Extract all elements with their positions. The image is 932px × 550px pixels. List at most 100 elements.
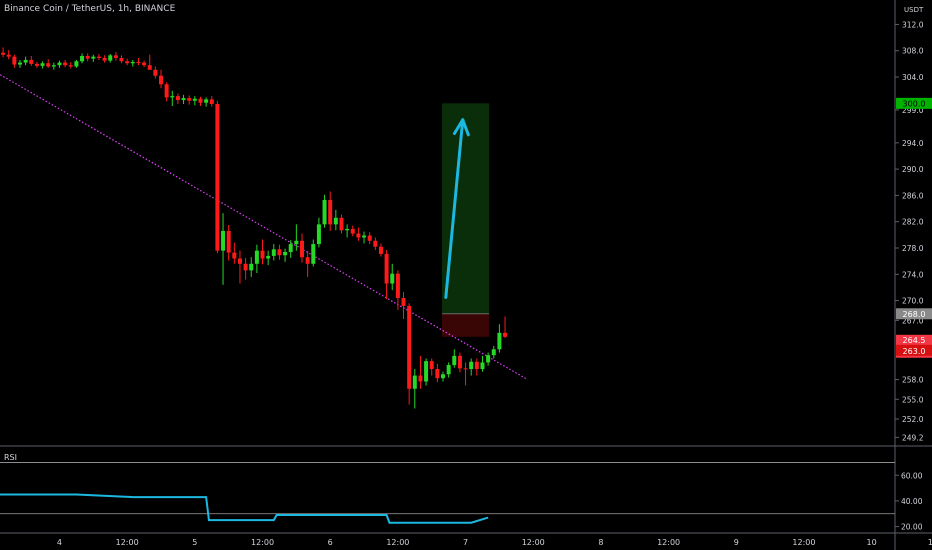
candle xyxy=(266,250,271,266)
stop-zone xyxy=(442,313,490,337)
price-tick-label: 270.0 xyxy=(902,297,924,306)
candle-body xyxy=(401,297,406,306)
candle xyxy=(424,358,429,386)
candle-body xyxy=(311,244,316,264)
candle-body xyxy=(412,375,417,389)
candle-body xyxy=(23,59,28,63)
candle xyxy=(407,303,412,405)
candle-body xyxy=(153,69,158,76)
candle xyxy=(322,194,327,228)
candle xyxy=(350,225,355,237)
candle-body xyxy=(497,332,502,350)
time-tick-label: 12:00 xyxy=(251,538,274,547)
candle xyxy=(497,324,502,353)
time-tick-label: 7 xyxy=(463,538,468,547)
candle-body xyxy=(418,375,423,382)
candle-body xyxy=(441,374,445,379)
candle xyxy=(283,248,288,262)
candle-body xyxy=(300,240,304,258)
candle-body xyxy=(429,361,434,370)
candle-body xyxy=(384,253,389,284)
price-tick-label: 274.0 xyxy=(902,270,924,279)
candle-body xyxy=(40,63,45,66)
candle xyxy=(215,100,220,254)
candle-body xyxy=(333,217,338,225)
candle xyxy=(142,60,147,68)
candle xyxy=(441,371,445,382)
candle-body xyxy=(452,355,457,366)
candle xyxy=(102,55,107,63)
candle-body xyxy=(204,99,209,103)
candle-body xyxy=(356,233,361,238)
target-price-label-bg xyxy=(896,97,932,109)
candle xyxy=(221,213,226,285)
candle-body xyxy=(367,235,372,241)
candle xyxy=(288,240,293,258)
candle-body xyxy=(159,75,163,85)
candle xyxy=(469,358,474,376)
candle-body xyxy=(446,365,451,375)
time-tick-label: 12:00 xyxy=(386,538,409,547)
candle-body xyxy=(198,98,203,103)
candle xyxy=(204,97,209,107)
time-tick-label: 10 xyxy=(867,538,877,547)
candle xyxy=(316,217,321,248)
price-tick-label: 308.0 xyxy=(902,47,924,56)
candle-body xyxy=(407,305,412,389)
candle-body xyxy=(63,62,68,66)
candle-body xyxy=(283,251,288,256)
candle xyxy=(412,369,417,409)
candle xyxy=(237,250,242,284)
candle xyxy=(345,224,350,238)
time-tick-label: 8 xyxy=(598,538,603,547)
candle xyxy=(23,56,28,66)
projection-arrow xyxy=(444,118,465,299)
time-tick-label: 12:00 xyxy=(522,538,545,547)
candle-body xyxy=(249,263,254,271)
candle-body xyxy=(457,355,462,369)
candle-body xyxy=(424,361,429,382)
candle xyxy=(480,355,485,372)
candle-body xyxy=(232,252,237,259)
candle-body xyxy=(266,255,271,259)
candle-body xyxy=(322,200,327,225)
candle xyxy=(108,54,113,63)
candle-body xyxy=(29,59,34,64)
candle-body xyxy=(119,57,124,62)
candle xyxy=(29,56,34,66)
candle-body xyxy=(91,56,96,59)
candle-body xyxy=(68,65,73,67)
rsi-tick-label: 40.00 xyxy=(901,497,923,506)
candle-body xyxy=(345,228,350,231)
candle xyxy=(503,316,508,339)
candle-body xyxy=(215,104,220,251)
candle xyxy=(463,362,468,386)
candle xyxy=(373,237,378,250)
candle-body xyxy=(305,257,310,264)
candle-body xyxy=(192,98,197,101)
candle-body xyxy=(243,263,248,271)
candle xyxy=(170,90,175,106)
time-tick-label: 5 xyxy=(192,538,197,547)
time-tick-label: 12:00 xyxy=(928,538,932,547)
candle xyxy=(147,54,152,70)
candle-body xyxy=(147,65,152,70)
candle xyxy=(254,244,259,274)
candle xyxy=(435,363,440,383)
candle-body xyxy=(18,62,22,65)
candle xyxy=(159,69,163,89)
candle-body xyxy=(164,84,169,98)
candle-body xyxy=(34,63,39,66)
candle-body xyxy=(237,258,242,264)
price-tick-label: 282.0 xyxy=(902,218,924,227)
candle xyxy=(328,191,333,231)
candle xyxy=(209,96,214,107)
candle-body xyxy=(125,61,130,64)
candle xyxy=(333,209,338,231)
candle xyxy=(96,54,101,60)
candle xyxy=(271,244,276,261)
candle-body xyxy=(294,240,299,245)
candle-body xyxy=(96,56,101,58)
candle xyxy=(457,352,462,373)
